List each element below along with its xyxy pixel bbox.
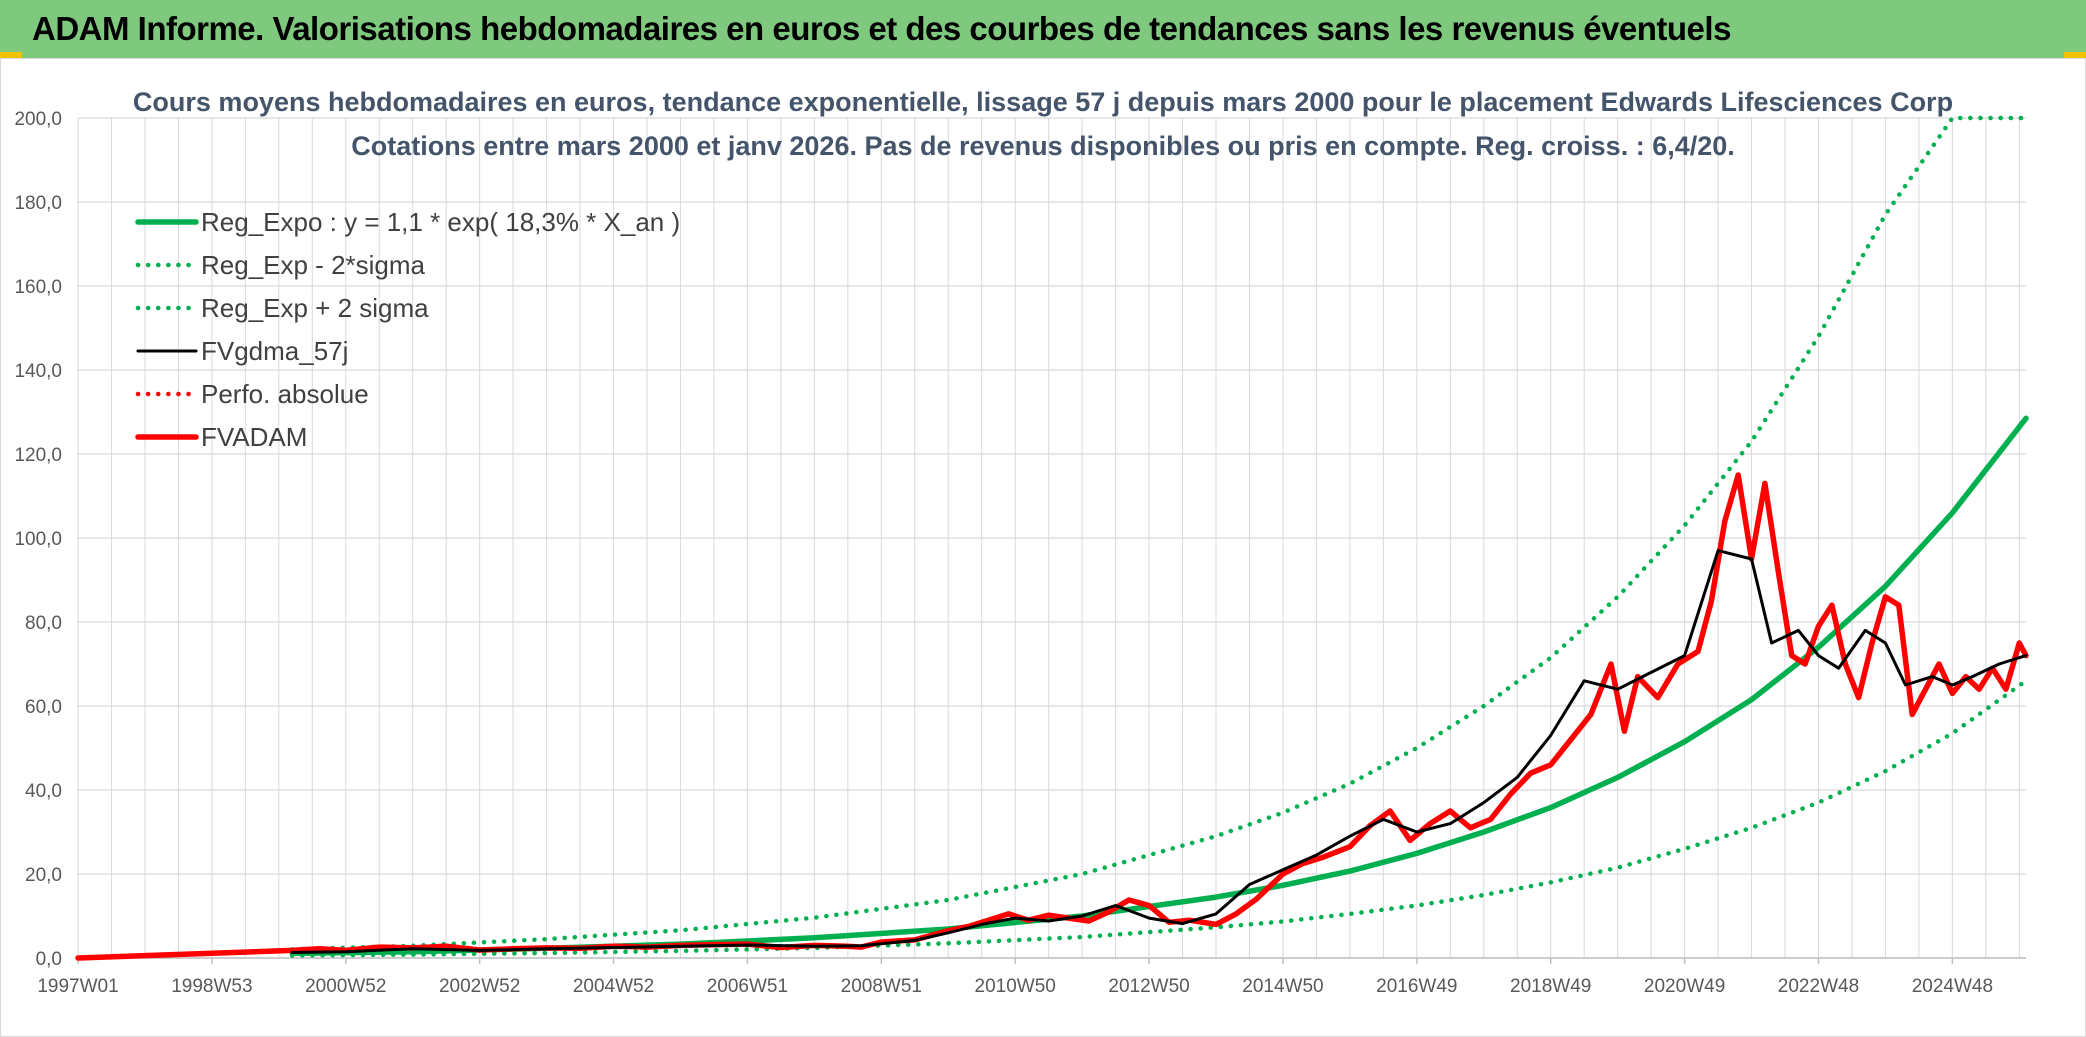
- y-tick-label: 100,0: [14, 529, 62, 550]
- legend-entry: FVgdma_57j: [201, 336, 348, 366]
- chart-title: Cours moyens hebdomadaires en euros, ten…: [133, 87, 1953, 117]
- y-tick-label: 200,0: [14, 109, 62, 130]
- x-tick-label: 2000W52: [305, 976, 386, 997]
- x-tick-label: 2018W49: [1510, 976, 1591, 997]
- legend-entry: Reg_Exp - 2*sigma: [201, 250, 426, 280]
- legend-entry: FVADAM: [201, 422, 307, 452]
- chart-subtitle: Cotations entre mars 2000 et janv 2026. …: [351, 131, 1735, 161]
- x-tick-label: 2012W50: [1108, 976, 1189, 997]
- corner-mark-right: [2064, 52, 2086, 58]
- x-tick-label: 2014W50: [1242, 976, 1323, 997]
- x-tick-label: 2024W48: [1912, 976, 1993, 997]
- y-tick-label: 120,0: [14, 445, 62, 466]
- y-axis-ticks: 0,0 20,0 40,0 60,0 80,0 100,0 120,0 140,0 160,0 1…: [14, 109, 62, 970]
- x-tick-label: 2016W49: [1376, 976, 1457, 997]
- x-tick-label: 2004W52: [573, 976, 654, 997]
- legend: Reg_Expo : y = 1,1 * exp( 18,3% * X_an )…: [135, 207, 680, 452]
- y-tick-label: 80,0: [25, 613, 62, 634]
- y-tick-label: 160,0: [14, 277, 62, 298]
- corner-mark-left: [0, 52, 22, 58]
- x-tick-label: 2010W50: [975, 976, 1056, 997]
- y-tick-label: 180,0: [14, 193, 62, 214]
- x-axis-ticks: 1997W01 1998W53 2000W52 2002W52 2004W52 2006W…: [37, 958, 1993, 997]
- series-line-3: [290, 549, 2028, 954]
- y-tick-label: 0,0: [36, 949, 62, 970]
- top-banner: ADAM Informe. Valorisations hebdomadaire…: [0, 0, 2086, 58]
- gridlines: [77, 117, 2026, 959]
- x-tick-label: 2002W52: [439, 976, 520, 997]
- series-line-1: [289, 678, 2029, 958]
- legend-entry: Reg_Expo : y = 1,1 * exp( 18,3% * X_an ): [201, 207, 680, 237]
- y-tick-label: 60,0: [25, 697, 62, 718]
- x-tick-label: 1997W01: [37, 976, 118, 997]
- legend-entry: Reg_Exp + 2 sigma: [201, 293, 429, 323]
- x-tick-label: 2006W51: [707, 976, 788, 997]
- y-tick-label: 20,0: [25, 865, 62, 886]
- x-tick-label: 2008W51: [841, 976, 922, 997]
- x-tick-label: 2020W49: [1644, 976, 1725, 997]
- banner-title: ADAM Informe. Valorisations hebdomadaire…: [32, 10, 1731, 47]
- series-lines: [75, 115, 2029, 961]
- y-tick-label: 40,0: [25, 781, 62, 802]
- y-tick-label: 140,0: [14, 361, 62, 382]
- series-line-5: [75, 472, 2029, 961]
- x-tick-label: 2022W48: [1778, 976, 1859, 997]
- legend-entry: Perfo. absolue: [201, 379, 369, 409]
- x-tick-label: 1998W53: [171, 976, 252, 997]
